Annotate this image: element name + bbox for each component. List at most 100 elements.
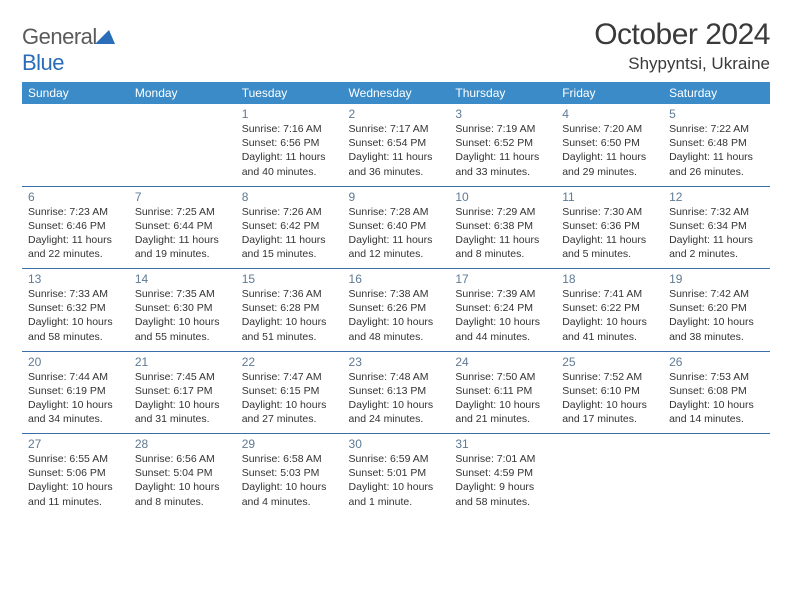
day-number: 9	[343, 187, 450, 205]
sunset-text: Sunset: 6:36 PM	[562, 219, 657, 233]
daylight-text: Daylight: 10 hours and 31 minutes.	[135, 398, 230, 426]
daynum-row: 12345	[22, 104, 770, 122]
day-cell: Sunrise: 7:30 AMSunset: 6:36 PMDaylight:…	[556, 205, 663, 269]
day-number: 22	[236, 352, 343, 370]
day-number: 6	[22, 187, 129, 205]
daylight-text: Daylight: 10 hours and 48 minutes.	[349, 315, 444, 343]
sunset-text: Sunset: 6:22 PM	[562, 301, 657, 315]
day-number: 3	[449, 104, 556, 122]
day-number: 7	[129, 187, 236, 205]
day-number: 21	[129, 352, 236, 370]
sunset-text: Sunset: 6:10 PM	[562, 384, 657, 398]
sunrise-text: Sunrise: 7:29 AM	[455, 205, 550, 219]
day-cell: Sunrise: 6:55 AMSunset: 5:06 PMDaylight:…	[22, 452, 129, 516]
daylight-text: Daylight: 10 hours and 11 minutes.	[28, 480, 123, 508]
dow-row: Sunday Monday Tuesday Wednesday Thursday…	[22, 82, 770, 104]
logo-text: GeneralBlue	[22, 24, 115, 76]
sunset-text: Sunset: 5:04 PM	[135, 466, 230, 480]
daylight-text: Daylight: 11 hours and 26 minutes.	[669, 150, 764, 178]
day-cell: Sunrise: 7:17 AMSunset: 6:54 PMDaylight:…	[343, 122, 450, 186]
sunrise-text: Sunrise: 7:48 AM	[349, 370, 444, 384]
sunset-text: Sunset: 6:38 PM	[455, 219, 550, 233]
daylight-text: Daylight: 10 hours and 14 minutes.	[669, 398, 764, 426]
daylight-text: Daylight: 11 hours and 5 minutes.	[562, 233, 657, 261]
sunrise-text: Sunrise: 7:52 AM	[562, 370, 657, 384]
day-cell: Sunrise: 7:28 AMSunset: 6:40 PMDaylight:…	[343, 205, 450, 269]
sunset-text: Sunset: 6:32 PM	[28, 301, 123, 315]
dow-wednesday: Wednesday	[343, 82, 450, 104]
sunrise-text: Sunrise: 7:23 AM	[28, 205, 123, 219]
sunset-text: Sunset: 5:01 PM	[349, 466, 444, 480]
day-cell: Sunrise: 7:01 AMSunset: 4:59 PMDaylight:…	[449, 452, 556, 516]
daylight-text: Daylight: 11 hours and 12 minutes.	[349, 233, 444, 261]
sunset-text: Sunset: 6:11 PM	[455, 384, 550, 398]
day-cell: Sunrise: 7:26 AMSunset: 6:42 PMDaylight:…	[236, 205, 343, 269]
header: GeneralBlue October 2024 Shypyntsi, Ukra…	[22, 18, 770, 76]
day-number: 4	[556, 104, 663, 122]
day-cell: Sunrise: 7:47 AMSunset: 6:15 PMDaylight:…	[236, 370, 343, 434]
sunrise-text: Sunrise: 7:16 AM	[242, 122, 337, 136]
day-cell: Sunrise: 7:38 AMSunset: 6:26 PMDaylight:…	[343, 287, 450, 351]
day-number: 18	[556, 269, 663, 287]
day-number: 20	[22, 352, 129, 370]
daylight-text: Daylight: 11 hours and 8 minutes.	[455, 233, 550, 261]
day-cell: Sunrise: 7:16 AMSunset: 6:56 PMDaylight:…	[236, 122, 343, 186]
day-number: 28	[129, 434, 236, 452]
daylight-text: Daylight: 11 hours and 29 minutes.	[562, 150, 657, 178]
logo: GeneralBlue	[22, 18, 115, 76]
day-number: 12	[663, 187, 770, 205]
daydata-row: Sunrise: 7:33 AMSunset: 6:32 PM Daylight:…	[22, 287, 770, 351]
day-number: 17	[449, 269, 556, 287]
sunrise-text: Sunrise: 7:35 AM	[135, 287, 230, 301]
sunrise-text: Sunrise: 7:50 AM	[455, 370, 550, 384]
sunrise-text: Sunrise: 7:45 AM	[135, 370, 230, 384]
sunrise-text: Sunrise: 7:53 AM	[669, 370, 764, 384]
sunrise-text: Sunrise: 7:17 AM	[349, 122, 444, 136]
daylight-text: Daylight: 10 hours and 4 minutes.	[242, 480, 337, 508]
sunset-text: Sunset: 6:20 PM	[669, 301, 764, 315]
day-number: 10	[449, 187, 556, 205]
day-cell: Sunrise: 7:48 AMSunset: 6:13 PMDaylight:…	[343, 370, 450, 434]
day-number: 30	[343, 434, 450, 452]
day-number	[129, 104, 236, 122]
triangle-icon	[95, 28, 115, 44]
day-number: 29	[236, 434, 343, 452]
sunrise-text: Sunrise: 7:28 AM	[349, 205, 444, 219]
sunrise-text: Sunrise: 7:38 AM	[349, 287, 444, 301]
day-cell	[556, 452, 663, 516]
dow-monday: Monday	[129, 82, 236, 104]
dow-thursday: Thursday	[449, 82, 556, 104]
day-cell	[663, 452, 770, 516]
calendar-page: GeneralBlue October 2024 Shypyntsi, Ukra…	[0, 0, 792, 526]
sunset-text: Sunset: 6:40 PM	[349, 219, 444, 233]
sunset-text: Sunset: 6:34 PM	[669, 219, 764, 233]
sunrise-text: Sunrise: 7:30 AM	[562, 205, 657, 219]
sunrise-text: Sunrise: 7:33 AM	[28, 287, 123, 301]
day-number: 5	[663, 104, 770, 122]
day-cell: Sunrise: 7:23 AMSunset: 6:46 PMDaylight:…	[22, 205, 129, 269]
sunset-text: Sunset: 6:13 PM	[349, 384, 444, 398]
sunset-text: Sunset: 6:26 PM	[349, 301, 444, 315]
daydata-row: Sunrise: 7:23 AMSunset: 6:46 PMDaylight:…	[22, 205, 770, 269]
day-cell: Sunrise: 7:22 AMSunset: 6:48 PMDaylight:…	[663, 122, 770, 186]
day-number	[663, 434, 770, 452]
day-cell: Sunrise: 6:59 AMSunset: 5:01 PMDaylight:…	[343, 452, 450, 516]
calendar-table: Sunday Monday Tuesday Wednesday Thursday…	[22, 82, 770, 516]
day-cell: Sunrise: 7:29 AMSunset: 6:38 PMDaylight:…	[449, 205, 556, 269]
daylight-text: Daylight: 10 hours and 38 minutes.	[669, 315, 764, 343]
daylight-text: Daylight: 11 hours and 15 minutes.	[242, 233, 337, 261]
day-cell: Sunrise: 6:56 AMSunset: 5:04 PMDaylight:…	[129, 452, 236, 516]
daylight-text: Daylight: 10 hours and 27 minutes.	[242, 398, 337, 426]
daylight-text: Daylight: 11 hours and 22 minutes.	[28, 233, 123, 261]
day-number: 16	[343, 269, 450, 287]
day-number: 31	[449, 434, 556, 452]
day-number: 1	[236, 104, 343, 122]
title-block: October 2024 Shypyntsi, Ukraine	[594, 18, 770, 74]
daylight-text: Daylight: 9 hours and 58 minutes.	[455, 480, 550, 508]
daylight-text: Daylight: 10 hours and 51 minutes.	[242, 315, 337, 343]
sunrise-text: Sunrise: 7:20 AM	[562, 122, 657, 136]
sunset-text: Sunset: 6:15 PM	[242, 384, 337, 398]
sunrise-text: Sunrise: 7:44 AM	[28, 370, 123, 384]
sunset-text: Sunset: 4:59 PM	[455, 466, 550, 480]
sunset-text: Sunset: 6:19 PM	[28, 384, 123, 398]
